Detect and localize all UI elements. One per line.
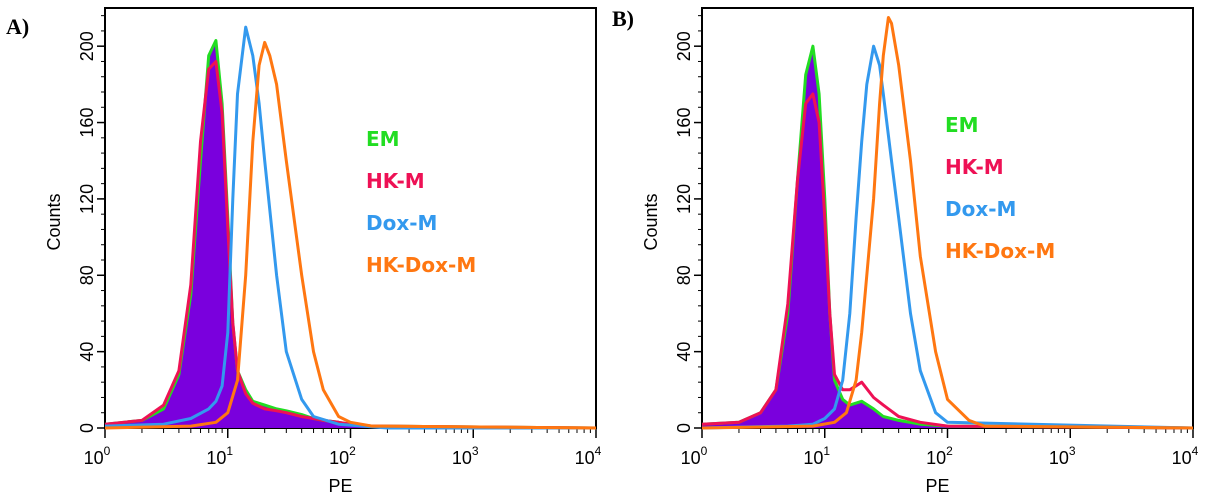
legend-entry-hk-dox-m: HK-Dox-M: [366, 253, 476, 277]
x-tick-label: 101: [803, 444, 830, 468]
y-tick-label: 0: [77, 423, 97, 433]
series-line-hk-m: [701, 92, 1194, 430]
x-tick-label: 100: [84, 444, 111, 468]
series-line-dox-m: [701, 44, 1194, 430]
y-axis-title: Counts: [44, 193, 64, 250]
x-tick-label: 102: [329, 444, 356, 468]
chart-panel-a: A) 0 40 80 120 160 200 100 101 102 103 104 PE Counts E…: [6, 7, 602, 496]
x-tick-label: 103: [1049, 444, 1076, 468]
y-tick-label: 120: [674, 184, 694, 214]
y-tick-label: 200: [674, 31, 694, 61]
panel-label: B): [612, 6, 634, 31]
chart-panel-b: B) 0 40 80 120 160 200 100 101 102 103 104 PE Counts E…: [612, 6, 1199, 496]
legend-entry-hk-m: HK-M: [366, 169, 425, 193]
y-tick-label: 40: [674, 342, 694, 362]
y-tick-label: 160: [77, 108, 97, 138]
y-tick-label: 200: [77, 31, 97, 61]
x-tick-label: 102: [926, 444, 953, 468]
x-axis-title: PE: [328, 476, 352, 496]
y-tick-label: 80: [674, 265, 694, 285]
series-line-em: [701, 44, 1194, 430]
legend-entry-dox-m: Dox-M: [366, 211, 437, 235]
series-line-hk-dox-m: [701, 16, 1194, 430]
panel-label: A): [6, 14, 29, 39]
y-tick-label: 160: [674, 108, 694, 138]
x-tick-label: 100: [681, 444, 708, 468]
em-filled-area: [702, 46, 1193, 428]
y-tick-label: 0: [674, 423, 694, 433]
series-line-dox-m: [104, 25, 596, 430]
y-tick-label: 40: [77, 342, 97, 362]
legend-entry-em: EM: [366, 127, 400, 151]
series-line-hk-m: [104, 60, 597, 430]
x-tick-label: 104: [1172, 444, 1199, 468]
legend-entry-dox-m: Dox-M: [945, 197, 1016, 221]
legend-entry-hk-dox-m: HK-Dox-M: [945, 239, 1055, 263]
x-axis-title: PE: [925, 476, 949, 496]
x-tick-label: 104: [575, 444, 602, 468]
x-tick-label: 101: [206, 444, 233, 468]
y-axis-title: Counts: [641, 193, 661, 250]
series-line-hk-dox-m: [104, 40, 597, 430]
y-tick-label: 80: [77, 265, 97, 285]
legend-entry-em: EM: [945, 113, 979, 137]
y-tick-label: 120: [77, 184, 97, 214]
legend-entry-hk-m: HK-M: [945, 155, 1004, 179]
x-tick-label: 103: [452, 444, 479, 468]
